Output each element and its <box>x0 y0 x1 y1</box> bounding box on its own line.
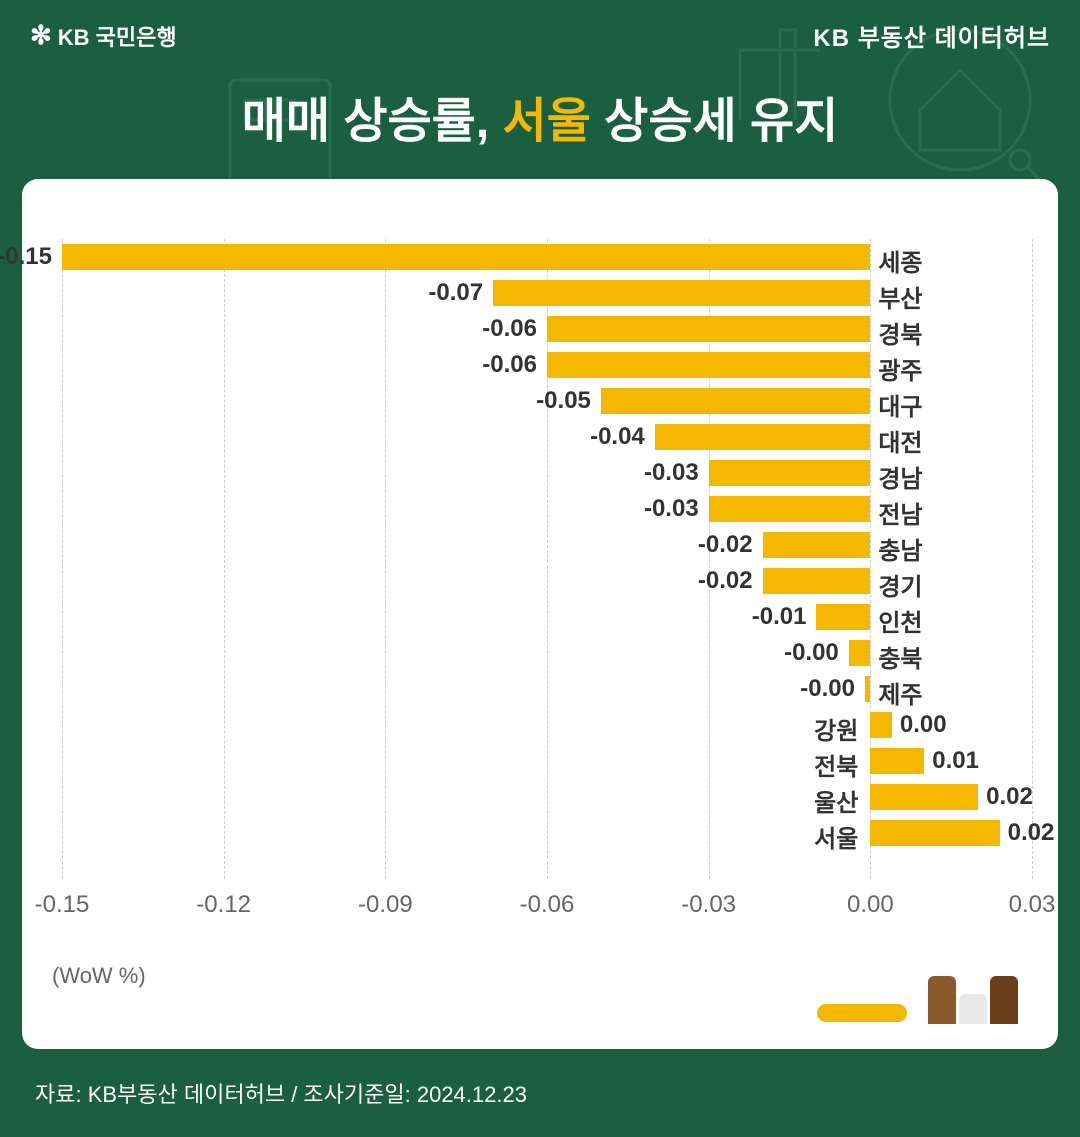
category-label: 인천 <box>878 603 922 638</box>
bar-row: -0.00 충북 <box>52 635 1028 671</box>
category-label: 충남 <box>878 531 922 566</box>
bar-row: -0.06 경북 <box>52 311 1028 347</box>
value-label: -0.04 <box>590 423 645 451</box>
value-label: 0.00 <box>900 711 947 739</box>
bar-row: -0.02 충남 <box>52 527 1028 563</box>
value-label: -0.05 <box>536 387 591 415</box>
chart-area: -0.15-0.12-0.09-0.06-0.030.000.03-0.15세종… <box>52 239 1028 919</box>
bar-row: -0.01 인천 <box>52 599 1028 635</box>
value-label: -0.03 <box>644 495 699 523</box>
bar <box>870 748 924 774</box>
bar <box>655 424 871 450</box>
value-label: -0.03 <box>644 459 699 487</box>
bar-row: -0.03 전남 <box>52 491 1028 527</box>
category-label: 전북 <box>814 747 858 782</box>
value-label: -0.06 <box>482 315 537 343</box>
category-label: 대전 <box>878 423 922 458</box>
bar <box>62 244 870 270</box>
bar <box>547 316 870 342</box>
x-axis-tick: -0.12 <box>196 891 251 919</box>
bar <box>709 496 871 522</box>
value-label: 0.01 <box>932 747 979 775</box>
bar <box>547 352 870 378</box>
decoration-icon <box>817 976 1018 1024</box>
bar-row: -0.05 대구 <box>52 383 1028 419</box>
category-label: 경남 <box>878 459 922 494</box>
category-label: 전남 <box>878 495 922 530</box>
title-highlight: 서울 <box>503 95 591 148</box>
bar <box>870 784 978 810</box>
category-label: 울산 <box>814 783 858 818</box>
bar-row: -0.04 대전 <box>52 419 1028 455</box>
bar-row: 0.00 강원 <box>52 707 1028 743</box>
x-axis-tick: 0.00 <box>847 891 894 919</box>
bar-row: 0.02울산 <box>52 779 1028 815</box>
chart-panel: -0.15 -0.12 -0.09 -0.06 -0.03 0.00 0.03 -0.15세종… <box>22 179 1058 1049</box>
bar <box>763 568 871 594</box>
category-label: 경기 <box>878 567 922 602</box>
bar-row: 0.01 전북 <box>52 743 1028 779</box>
logo-text: KB 국민은행 <box>58 20 177 52</box>
bar-row: -0.00 제주 <box>52 671 1028 707</box>
footer-source: 자료: KB부동산 데이터허브 / 조사기준일: 2024.12.23 <box>35 1077 527 1109</box>
bar-row: -0.06 광주 <box>52 347 1028 383</box>
value-label: -0.07 <box>428 279 483 307</box>
bar <box>816 604 870 630</box>
x-axis-tick: -0.09 <box>358 891 413 919</box>
bar-row: 0.02서울 <box>52 815 1028 851</box>
category-label: 세종 <box>878 243 922 278</box>
bar <box>870 712 892 738</box>
logo-left: ✻ KB 국민은행 <box>30 20 177 52</box>
unit-label: (WoW %) <box>52 963 146 989</box>
logo-star-icon: ✻ <box>30 20 52 51</box>
value-label: -0.02 <box>698 531 753 559</box>
bar-row: -0.02 경기 <box>52 563 1028 599</box>
x-axis-tick: -0.15 <box>35 891 90 919</box>
bar-row: -0.03 경남 <box>52 455 1028 491</box>
bar <box>709 460 871 486</box>
bar <box>870 820 999 846</box>
bar <box>601 388 870 414</box>
value-label: -0.06 <box>482 351 537 379</box>
category-label: 경북 <box>878 315 922 350</box>
category-label: 제주 <box>878 675 922 710</box>
bar <box>849 640 871 666</box>
value-label: 0.02 <box>986 783 1033 811</box>
category-label: 강원 <box>814 711 858 746</box>
value-label: 0.02 <box>1008 819 1055 847</box>
x-axis-tick: -0.06 <box>520 891 575 919</box>
category-label: 대구 <box>878 387 922 422</box>
category-label: 부산 <box>878 279 922 314</box>
value-label: -0.00 <box>800 675 855 703</box>
value-label: -0.00 <box>784 639 839 667</box>
x-axis-tick: 0.03 <box>1009 891 1056 919</box>
bar-row: -0.07 부산 <box>52 275 1028 311</box>
category-label: 서울 <box>814 819 858 854</box>
category-label: 충북 <box>878 639 922 674</box>
bar-row: -0.15세종 <box>52 239 1028 275</box>
value-label: -0.15 <box>0 243 52 271</box>
bar <box>493 280 870 306</box>
x-axis-tick: -0.03 <box>681 891 736 919</box>
value-label: -0.02 <box>698 567 753 595</box>
value-label: -0.01 <box>752 603 807 631</box>
bar <box>865 676 870 702</box>
category-label: 광주 <box>878 351 922 386</box>
bar <box>763 532 871 558</box>
